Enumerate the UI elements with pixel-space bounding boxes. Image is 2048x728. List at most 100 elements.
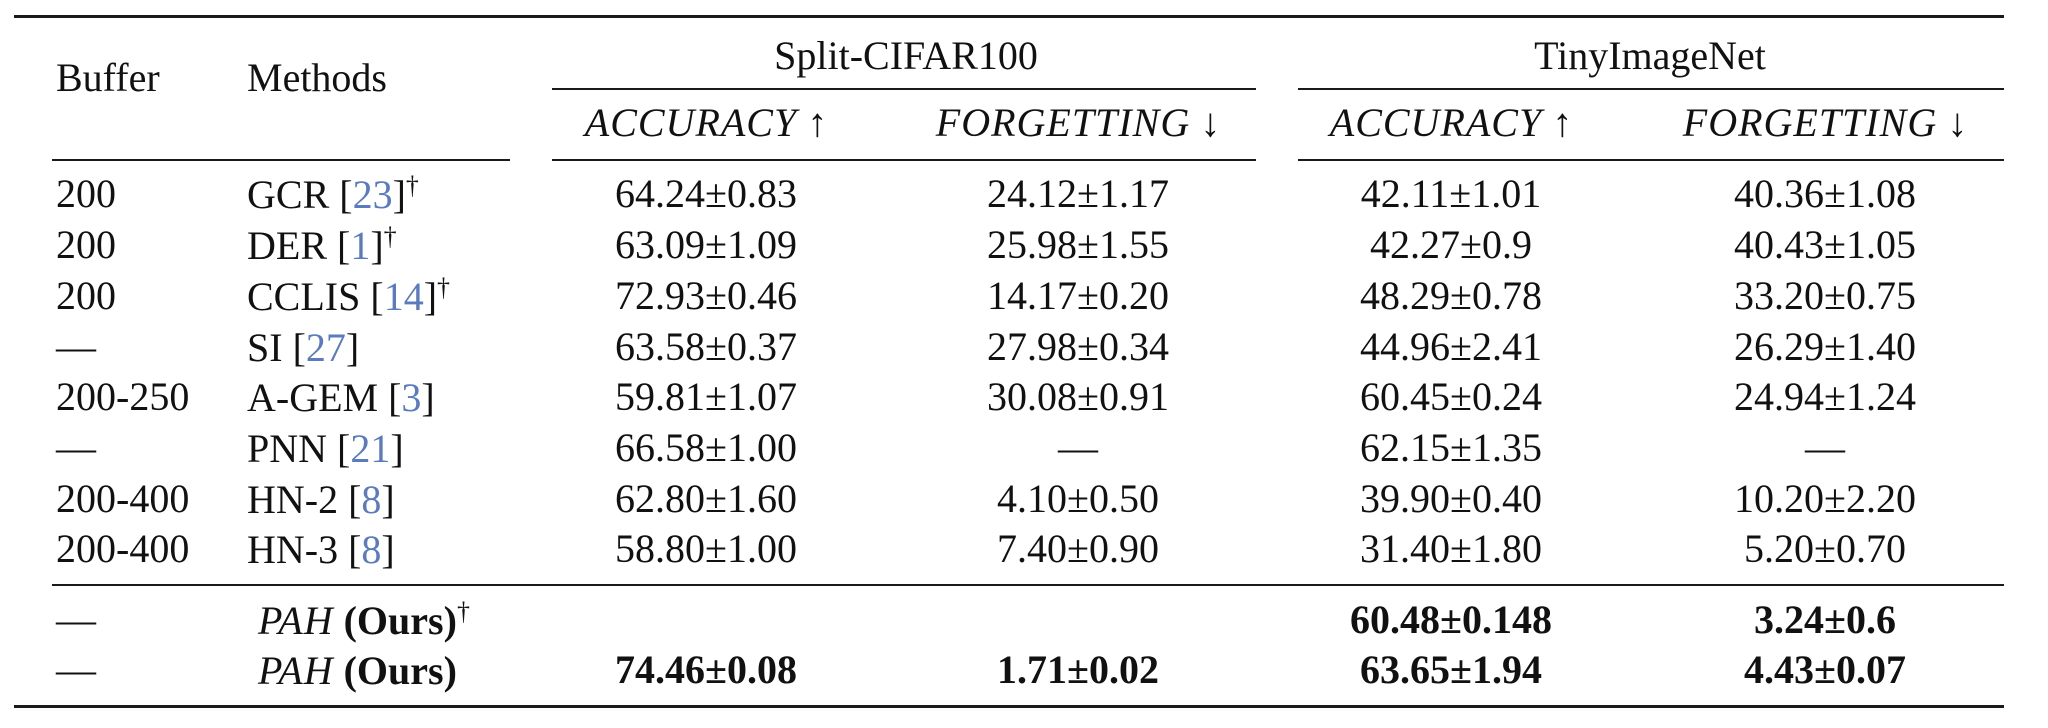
dagger-mark: † [383,222,397,251]
ours-label: (Ours) [343,648,457,693]
tiny-forgetting-cell: 26.29±1.40 [1734,324,1916,369]
buffer-cell: 200-250 [56,374,190,419]
method-name: A-GEM [247,375,379,420]
cifar-accuracy-cell: 62.80±1.60 [615,476,797,521]
cifar-accuracy-cell: 66.58±1.00 [615,425,797,470]
buffer-cell: — [56,647,96,692]
method-cell: HN-3 [8] [247,527,395,572]
tiny-accuracy-cell: 42.27±0.9 [1370,222,1532,267]
cifar-accuracy-cell: 74.46±0.08 [615,647,797,692]
header-rule-right [1298,159,2004,161]
method-cell: SI [27] [247,325,360,370]
forgetting-label: FORGETTING [935,100,1191,145]
method-cell: A-GEM [3] [247,375,435,420]
tiny-accuracy-cell: 63.65±1.94 [1360,647,1542,692]
method-name: HN-2 [247,477,339,522]
cifar-forgetting-cell: — [1058,425,1098,470]
buffer-cell: 200-400 [56,526,190,571]
tiny-forgetting-cell: — [1805,425,1845,470]
tiny-accuracy-cell: 42.11±1.01 [1360,171,1542,216]
header-dataset-tiny: TinyImageNet [1534,33,1766,78]
method-name: CCLIS [247,274,361,319]
method-name: GCR [247,172,330,217]
tiny-accuracy-cell: 48.29±0.78 [1360,273,1542,318]
accuracy-label: ACCURACY [1329,100,1543,145]
header-dataset-cifar: Split-CIFAR100 [774,33,1038,78]
tiny-accuracy-cell: 62.15±1.35 [1360,425,1542,470]
ours-rule [52,584,2004,586]
method-name: DER [247,223,327,268]
tiny-forgetting-cell: 5.20±0.70 [1744,526,1906,571]
tiny-accuracy-cell: 39.90±0.40 [1360,476,1542,521]
method-cell: PNN [21] [247,426,404,471]
method-name: SI [247,325,283,370]
method-cell: PAH (Ours)† [258,599,470,641]
tiny-accuracy-cell: 60.45±0.24 [1360,374,1542,419]
buffer-cell: 200 [56,171,116,216]
buffer-cell: — [56,324,96,369]
header-cifar-forgetting: FORGETTING ↓ [936,103,1220,143]
citation-link[interactable]: 1 [350,223,371,268]
method-name: HN-3 [247,527,339,572]
cifar-forgetting-cell: 30.08±0.91 [987,374,1169,419]
header-rule-mid [552,159,1256,161]
tiny-accuracy-cell: 60.48±0.148 [1350,597,1552,642]
dataset2-underline [1298,88,2004,90]
cifar-forgetting-cell: 7.40±0.90 [997,526,1159,571]
method-cell: HN-2 [8] [247,477,395,522]
top-rule [14,15,2004,18]
citation-link[interactable]: 14 [383,274,424,319]
tiny-accuracy-cell: 44.96±2.41 [1360,324,1542,369]
citation-link[interactable]: 3 [401,375,422,420]
header-methods: Methods [247,55,387,100]
header-rule-left [52,159,510,161]
up-arrow-icon: ↑ [807,100,828,145]
buffer-cell: 200-400 [56,476,190,521]
header-cifar-accuracy: ACCURACY ↑ [585,103,827,143]
buffer-cell: — [56,597,96,642]
cifar-accuracy-cell: 64.24±0.83 [615,171,797,216]
tiny-forgetting-cell: 40.43±1.05 [1734,222,1916,267]
dagger-mark: † [437,273,451,302]
cifar-accuracy-cell: 58.80±1.00 [615,526,797,571]
citation-link[interactable]: 8 [361,527,382,572]
header-buffer: Buffer [56,55,160,100]
down-arrow-icon: ↓ [1200,100,1221,145]
buffer-cell: 200 [56,222,116,267]
method-name: PAH [258,598,334,643]
cifar-forgetting-cell: 14.17±0.20 [987,273,1169,318]
tiny-forgetting-cell: 24.94±1.24 [1734,374,1916,419]
citation-link[interactable]: 21 [350,426,391,471]
cifar-forgetting-cell: 4.10±0.50 [997,476,1159,521]
tiny-forgetting-cell: 40.36±1.08 [1734,171,1916,216]
method-name: PNN [247,426,328,471]
dataset1-underline [552,88,1256,90]
citation-link[interactable]: 23 [352,172,393,217]
header-tiny-forgetting: FORGETTING ↓ [1683,103,1967,143]
dagger-mark: † [456,597,470,626]
cifar-accuracy-cell: 63.09±1.09 [615,222,797,267]
method-cell: PAH (Ours) [258,649,457,691]
ours-label: (Ours) [343,598,457,643]
buffer-cell: — [56,425,96,470]
tiny-forgetting-cell: 10.20±2.20 [1734,476,1916,521]
header-tiny-accuracy: ACCURACY ↑ [1330,103,1572,143]
citation-link[interactable]: 8 [361,477,382,522]
cifar-accuracy-cell: 72.93±0.46 [615,273,797,318]
method-name: PAH [258,648,334,693]
tiny-forgetting-cell: 4.43±0.07 [1744,647,1906,692]
tiny-accuracy-cell: 31.40±1.80 [1360,526,1542,571]
cifar-forgetting-cell: 27.98±0.34 [987,324,1169,369]
cifar-forgetting-cell: 24.12±1.17 [987,171,1169,216]
method-cell: CCLIS [14]† [247,273,451,319]
cifar-forgetting-cell: 25.98±1.55 [987,222,1169,267]
accuracy-label: ACCURACY [584,100,798,145]
cifar-accuracy-cell: 59.81±1.07 [615,374,797,419]
dagger-mark: † [405,171,419,200]
buffer-cell: 200 [56,273,116,318]
citation-link[interactable]: 27 [305,325,346,370]
down-arrow-icon: ↓ [1947,100,1968,145]
tiny-forgetting-cell: 33.20±0.75 [1734,273,1916,318]
cifar-forgetting-cell: 1.71±0.02 [997,647,1159,692]
